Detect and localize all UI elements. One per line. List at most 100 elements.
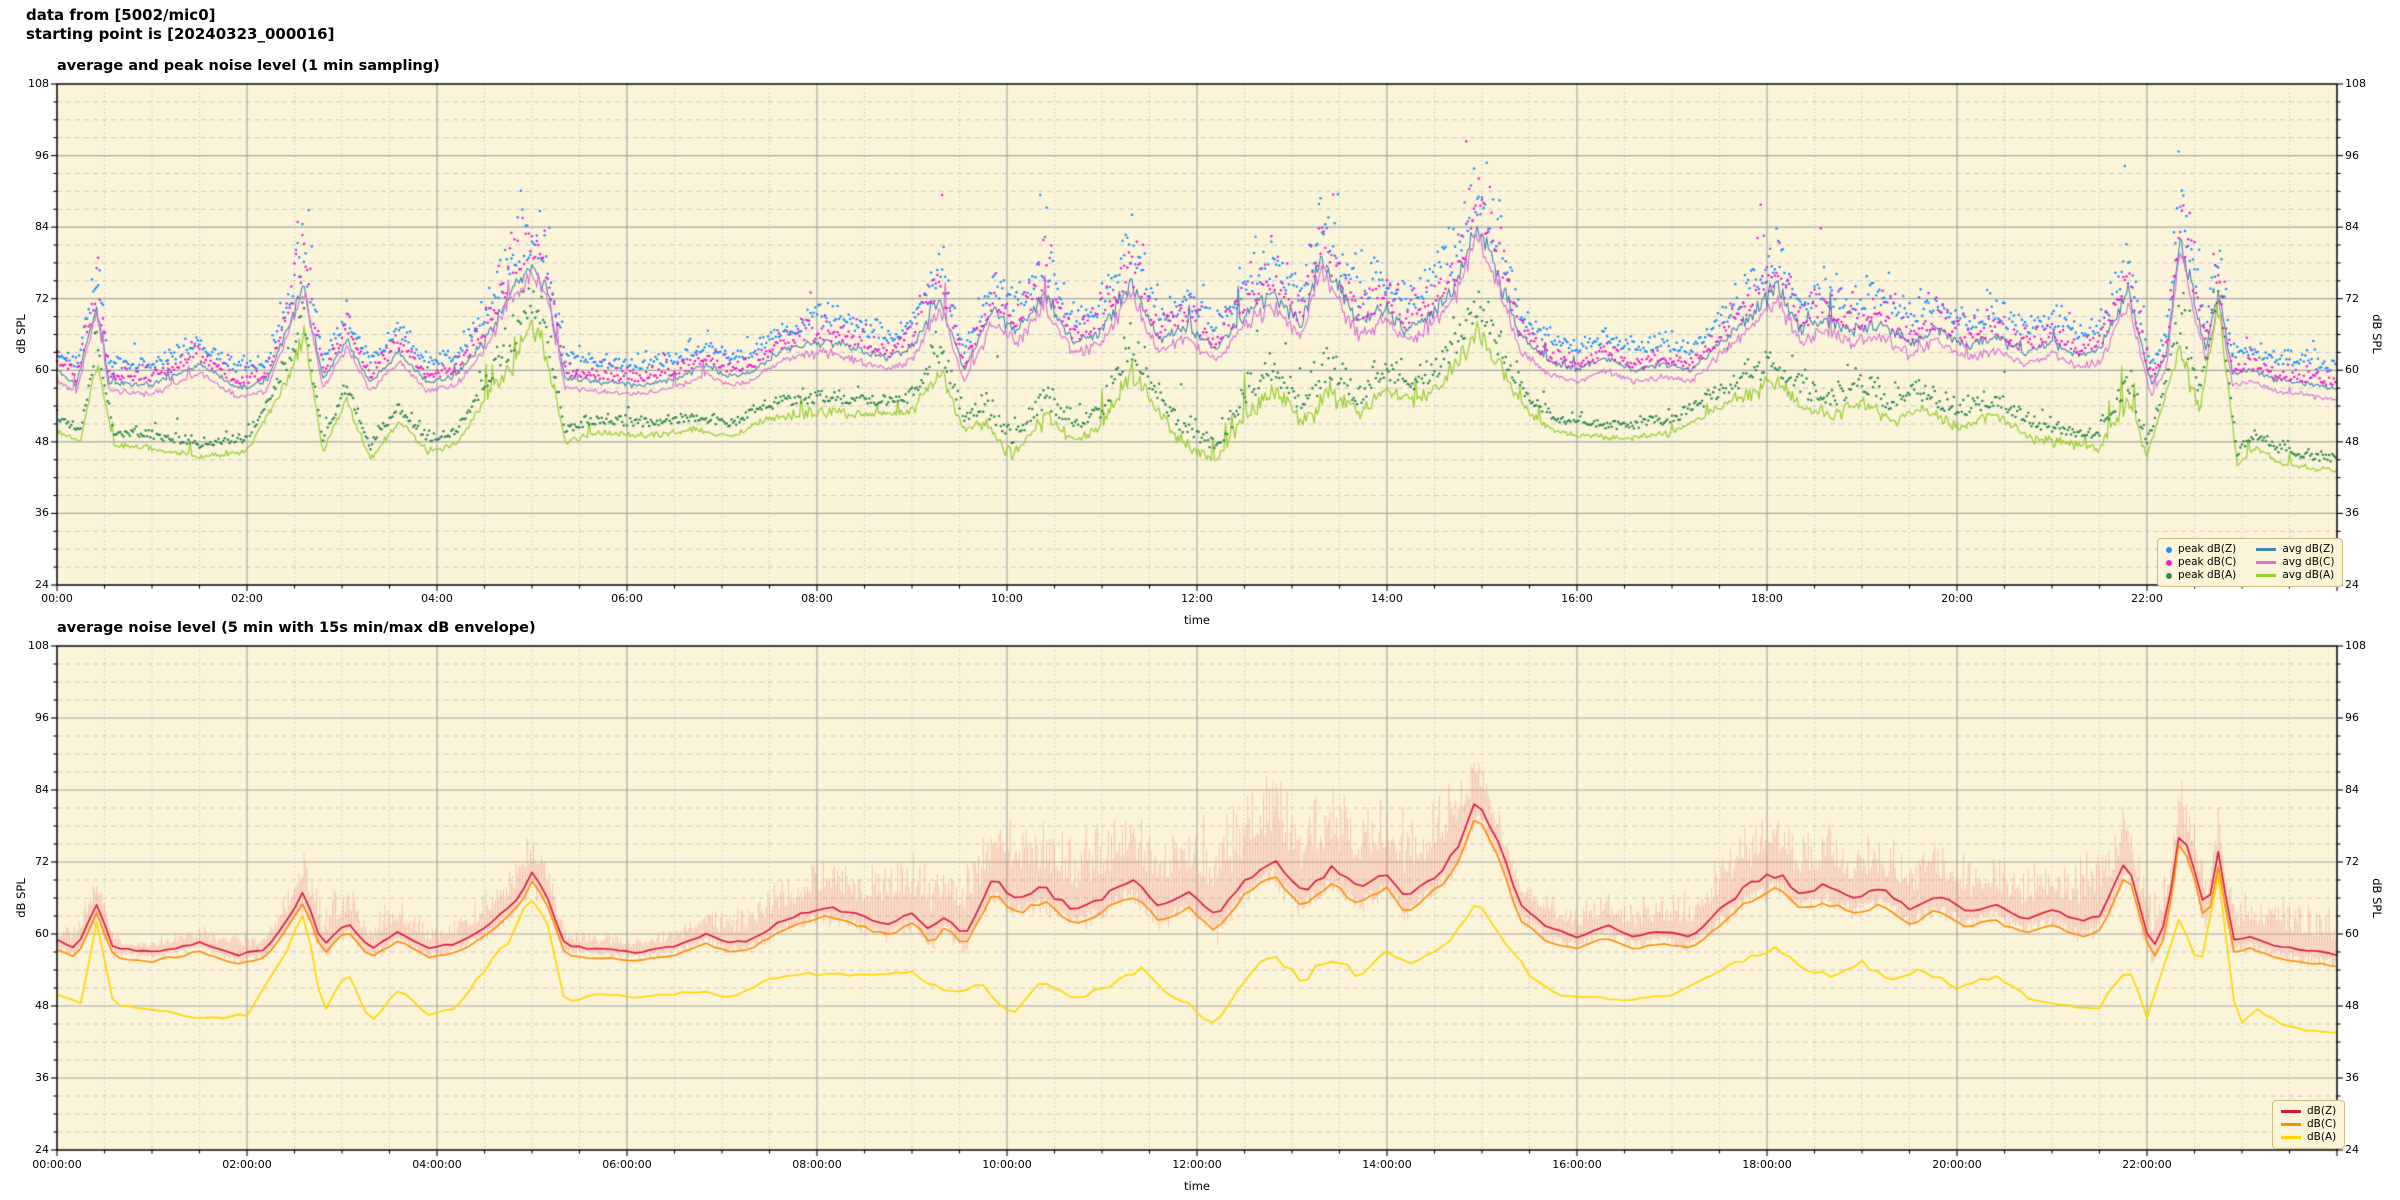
top-chart-y-tick-label-right: 72 <box>2345 291 2359 305</box>
bottom-chart-x-tick-label: 00:00:00 <box>32 1158 82 1171</box>
legend-line-marker-icon <box>2281 1110 2301 1113</box>
bottom-chart-x-tick-label: 12:00:00 <box>1172 1158 1222 1171</box>
bottom-chart-y-tick-label-right: 48 <box>2345 999 2359 1012</box>
top-chart-y-tick-label-right: 24 <box>2345 578 2359 591</box>
top-chart-y-tick-label-left: 84 <box>35 220 49 234</box>
top-chart-x-tick-label: 12:00 <box>1181 592 1213 605</box>
legend-line-marker-icon <box>2256 574 2277 577</box>
bottom-chart-x-tick-label: 06:00:00 <box>602 1158 652 1171</box>
bottom-chart-y-tick-label-left: 72 <box>35 855 49 868</box>
top-chart-y-tick-label-right: 36 <box>2345 506 2359 520</box>
top-chart-x-tick-label: 08:00 <box>801 592 833 605</box>
top-chart-ylabel-right: dB SPL <box>2370 314 2384 354</box>
top-chart-y-tick-label-left: 60 <box>35 363 49 377</box>
bottom-chart-ylabel-left: dB SPL <box>14 878 28 918</box>
legend-entry-label: peak dB(Z) <box>2178 543 2237 555</box>
top-chart-x-tick-label: 16:00 <box>1561 592 1593 605</box>
header-data-source: data from [5002/mic0] <box>26 6 216 24</box>
top-chart-legend: peak dB(Z) peak dB(C) peak dB(A) avg dB(Z) a… <box>2157 538 2344 587</box>
header-starting-point: starting point is [20240323_000016] <box>26 25 335 43</box>
bottom-chart-x-tick-label: 14:00:00 <box>1362 1158 1412 1171</box>
legend-entry: dB(C) <box>2281 1118 2336 1131</box>
legend-entry-label: dB(Z) <box>2307 1105 2337 1117</box>
legend-line-marker-icon <box>2256 561 2277 564</box>
top-chart-y-tick-label-left: 72 <box>35 291 49 305</box>
top-chart-x-tick-label: 02:00 <box>231 592 263 605</box>
legend-dot-marker-icon <box>2166 546 2172 553</box>
legend-dot-marker-icon <box>2166 559 2172 566</box>
top-chart-x-tick-label: 04:00 <box>421 592 453 605</box>
top-chart-y-tick-label-right: 108 <box>2345 77 2366 90</box>
bottom-chart-x-tick-label: 10:00:00 <box>982 1158 1032 1171</box>
bottom-chart-y-tick-label-left: 60 <box>35 927 49 940</box>
top-chart-y-tick-label-right: 60 <box>2345 363 2359 377</box>
bottom-chart-x-tick-label: 18:00:00 <box>1742 1158 1792 1171</box>
legend-column: peak dB(Z) peak dB(C) peak dB(A) <box>2166 543 2236 582</box>
legend-line-marker-icon <box>2256 548 2277 551</box>
legend-entry-label: peak dB(C) <box>2178 556 2237 568</box>
bottom-chart-y-tick-label-right: 84 <box>2345 783 2359 796</box>
bottom-chart-y-tick-label-right: 96 <box>2345 711 2359 724</box>
legend-line-marker-icon <box>2281 1123 2301 1126</box>
legend-column: dB(Z) dB(C) dB(A) <box>2281 1105 2336 1144</box>
top-chart-x-tick-label: 14:00 <box>1371 592 1403 605</box>
legend-entry-label: dB(C) <box>2307 1118 2337 1130</box>
bottom-chart-x-tick-label: 22:00:00 <box>2122 1158 2172 1171</box>
header: data from [5002/mic0] starting point is [… <box>26 6 334 44</box>
legend-entry-label: avg dB(A) <box>2282 569 2335 581</box>
top-chart-ylabel-left: dB SPL <box>14 314 28 354</box>
bottom-chart-y-tick-label-left: 48 <box>35 999 49 1012</box>
top-chart-y-tick-label-right: 48 <box>2345 434 2359 448</box>
bottom-chart-x-tick-label: 04:00:00 <box>412 1158 462 1171</box>
top-chart-xlabel: time <box>1184 613 1210 627</box>
bottom-chart-y-tick-label-left: 24 <box>35 1143 49 1156</box>
legend-entry: peak dB(Z) <box>2166 543 2236 556</box>
bottom-chart-y-tick-label-left: 96 <box>35 711 49 724</box>
legend-entry: dB(A) <box>2281 1131 2336 1144</box>
bottom-chart-title: average noise level (5 min with 15s min/… <box>57 620 536 636</box>
bottom-chart-y-tick-label-right: 108 <box>2345 639 2366 652</box>
legend-entry: avg dB(Z) <box>2256 543 2334 556</box>
bottom-chart-legend: dB(Z) dB(C) dB(A) <box>2272 1100 2346 1149</box>
bottom-chart-x-tick-label: 08:00:00 <box>792 1158 842 1171</box>
bottom-chart-x-tick-label: 16:00:00 <box>1552 1158 1602 1171</box>
top-chart-y-tick-label-right: 96 <box>2345 148 2359 162</box>
legend-entry-label: avg dB(C) <box>2282 556 2335 568</box>
legend-entry: peak dB(A) <box>2166 569 2236 582</box>
bottom-chart-y-tick-label-left: 84 <box>35 783 49 796</box>
bottom-chart-x-tick-label: 20:00:00 <box>1932 1158 1982 1171</box>
legend-column: avg dB(Z) avg dB(C) avg dB(A) <box>2256 543 2334 582</box>
bottom-chart-y-tick-label-right: 72 <box>2345 855 2359 868</box>
bottom-chart-x-tick-label: 02:00:00 <box>222 1158 272 1171</box>
bottom-chart-y-tick-label-left: 36 <box>35 1071 49 1084</box>
top-chart-y-tick-label-left: 96 <box>35 148 49 162</box>
top-chart-title: average and peak noise level (1 min samp… <box>57 58 440 74</box>
top-chart-x-tick-label: 20:00 <box>1941 592 1973 605</box>
legend-line-marker-icon <box>2281 1136 2301 1139</box>
legend-dot-marker-icon <box>2166 572 2172 579</box>
top-chart-y-tick-label-left: 108 <box>28 77 49 90</box>
legend-entry: avg dB(C) <box>2256 556 2334 569</box>
bottom-chart-ylabel-right: dB SPL <box>2370 878 2384 918</box>
top-chart-x-tick-label: 06:00 <box>611 592 643 605</box>
top-chart-y-tick-label-left: 36 <box>35 506 49 520</box>
legend-entry-label: peak dB(A) <box>2178 569 2237 581</box>
top-chart-y-tick-label-right: 84 <box>2345 220 2359 234</box>
top-chart-x-tick-label: 22:00 <box>2131 592 2163 605</box>
bottom-chart-y-tick-label-right: 60 <box>2345 927 2359 940</box>
legend-entry: peak dB(C) <box>2166 556 2236 569</box>
top-chart-x-tick-label: 10:00 <box>991 592 1023 605</box>
bottom-chart-y-tick-label-left: 108 <box>28 639 49 652</box>
legend-entry: dB(Z) <box>2281 1105 2336 1118</box>
top-chart-x-tick-label: 00:00 <box>41 592 73 605</box>
legend-entry: avg dB(A) <box>2256 569 2334 582</box>
top-chart-y-tick-label-left: 48 <box>35 434 49 448</box>
legend-entry-label: dB(A) <box>2307 1131 2337 1143</box>
bottom-chart-y-tick-label-right: 24 <box>2345 1143 2359 1156</box>
legend-entry-label: avg dB(Z) <box>2282 543 2335 555</box>
bottom-chart-xlabel: time <box>1184 1179 1210 1193</box>
top-chart-y-tick-label-left: 24 <box>35 578 49 591</box>
top-chart-x-tick-label: 18:00 <box>1751 592 1783 605</box>
